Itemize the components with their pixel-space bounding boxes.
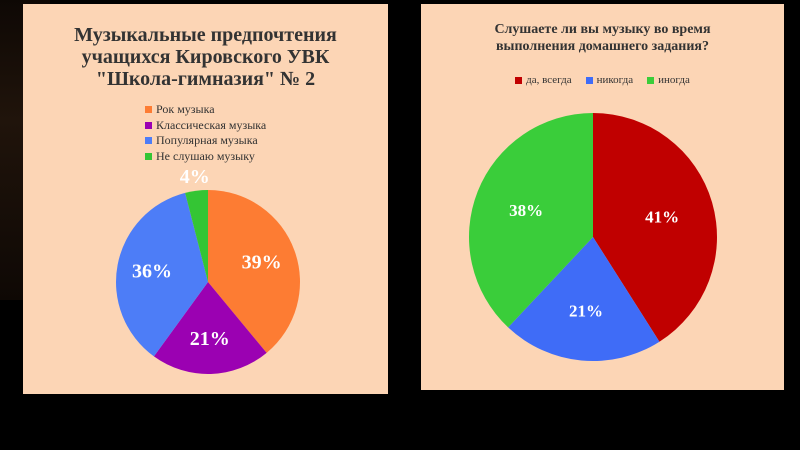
pie-slice-популярная-музыка xyxy=(116,192,208,357)
chart-panel-homework-music: Слушаете ли вы музыку во время выполнени… xyxy=(421,4,784,390)
legend-label: Популярная музыка xyxy=(156,133,258,148)
legend-swatch xyxy=(145,137,152,145)
chart-title-line: Музыкальные предпочтения xyxy=(74,24,337,46)
legend-swatch xyxy=(145,106,152,114)
pie-slice-рок-музыка xyxy=(208,190,300,353)
legend-swatch xyxy=(145,121,152,129)
data-label: 21% xyxy=(190,328,230,350)
data-label: 21% xyxy=(569,302,603,321)
legend-label: Рок музыка xyxy=(156,102,215,117)
legend-label: никогда xyxy=(596,74,634,86)
chart-legend: да, всегда никогда иногда xyxy=(421,74,784,86)
chart-title-line: учащихся Кировского УВК xyxy=(81,46,330,68)
legend-label: Не слушаю музыку xyxy=(156,148,255,163)
pie-chart: 39% 21% 36% 4% xyxy=(116,166,300,374)
legend-item: Не слушаю музыку xyxy=(145,149,266,165)
legend-swatch xyxy=(515,76,523,84)
data-label: 38% xyxy=(509,201,543,220)
chart-title: Музыкальные предпочтения учащихся Кировс… xyxy=(23,24,388,90)
legend-swatch xyxy=(145,152,152,160)
legend-swatch xyxy=(585,76,593,84)
pie-chart: 41% 21% 38% xyxy=(468,113,717,361)
pie-slice-никогда xyxy=(508,237,660,361)
legend-item: Классическая музыка xyxy=(145,118,266,134)
legend-label: да, всегда xyxy=(526,74,572,86)
legend-item: никогда xyxy=(585,74,634,86)
chart-panel-music-preferences: Музыкальные предпочтения учащихся Кировс… xyxy=(23,4,388,394)
chart-title-line: Слушаете ли вы музыку во время xyxy=(494,22,711,37)
chart-title-line: "Школа-гимназия" № 2 xyxy=(95,68,316,90)
legend-item: иногда xyxy=(647,74,690,86)
legend-label: иногда xyxy=(658,74,690,86)
data-label: 39% xyxy=(242,252,282,274)
data-label: 4% xyxy=(180,166,210,188)
chart-title-line: выполнения домашнего задания? xyxy=(496,39,709,54)
pie-slice-не-слушаю-музыку xyxy=(185,190,208,282)
legend-swatch xyxy=(647,76,655,84)
legend-item: Рок музыка xyxy=(145,102,266,118)
chart-title: Слушаете ли вы музыку во время выполнени… xyxy=(421,21,784,55)
legend-label: Классическая музыка xyxy=(156,117,267,132)
pie-slice-иногда xyxy=(468,113,593,328)
pie-slice-да-всегда xyxy=(593,113,717,342)
legend-item: Популярная музыка xyxy=(145,133,266,149)
chart-legend: Рок музыка Классическая музыка Популярная … xyxy=(145,102,266,164)
pie-slice-классическая-музыка xyxy=(153,282,267,374)
data-label: 41% xyxy=(645,207,679,226)
data-label: 36% xyxy=(132,260,172,282)
legend-item: да, всегда xyxy=(515,74,572,86)
